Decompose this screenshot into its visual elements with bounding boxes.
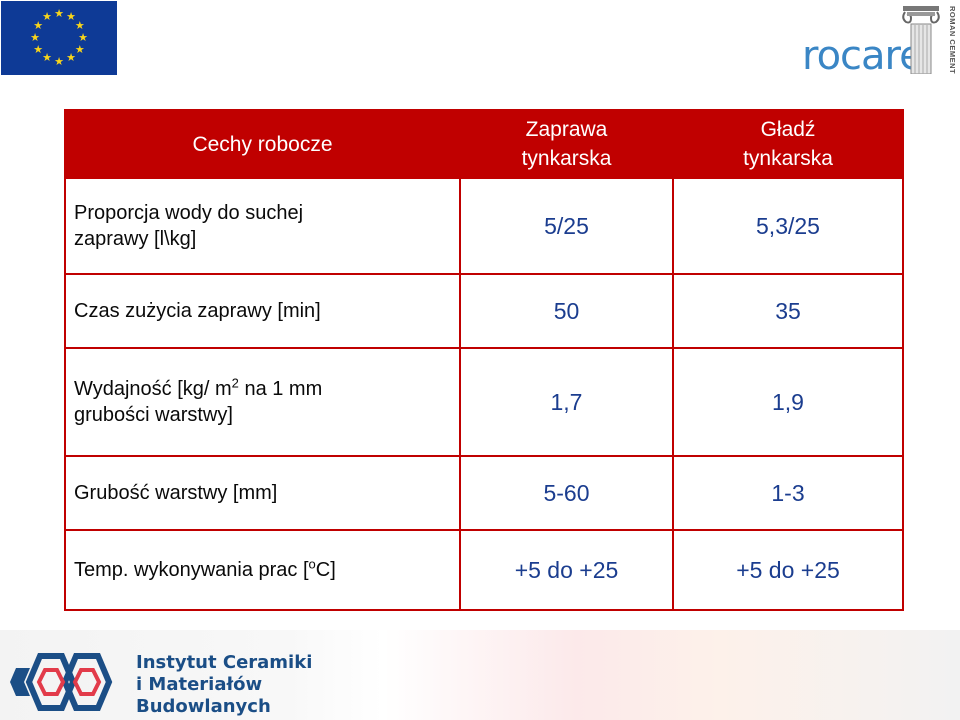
table-header-row: Cechy robocze Zaprawa tynkarska Gładź ty…: [64, 109, 904, 179]
eu-star-icon: ★: [30, 31, 40, 44]
cell-value: 5/25: [459, 177, 674, 275]
header-col2-line1: Gładź: [760, 118, 816, 141]
row-label-line: grubości warstwy]: [74, 404, 233, 426]
eu-star-icon: ★: [78, 31, 88, 44]
row-label: Wydajność [kg/ m2 na 1 mm grubości warst…: [64, 347, 461, 457]
table-row: Temp. wykonywania prac [oC] +5 do +25 +5…: [64, 529, 904, 611]
footer-band: [0, 630, 960, 720]
eu-star-icon: ★: [33, 43, 44, 56]
header-col2-line2: tynkarska: [743, 147, 833, 170]
cell-value: +5 do +25: [459, 529, 674, 611]
eu-star-icon: ★: [74, 43, 85, 56]
institute-name-line: i Materiałów: [136, 674, 263, 695]
header-col1: Zaprawa tynkarska: [459, 109, 674, 179]
cell-value: 35: [672, 273, 904, 349]
eu-star-icon: ★: [33, 19, 44, 32]
row-label: Temp. wykonywania prac [oC]: [64, 529, 461, 611]
eu-star-icon: ★: [66, 52, 76, 65]
cell-value: 50: [459, 273, 674, 349]
row-label-part: Temp. wykonywania prac [: [74, 559, 309, 581]
row-label-sup: 2: [231, 375, 239, 391]
cell-value: 1,7: [459, 347, 674, 457]
row-label: Czas zużycia zaprawy [min]: [64, 273, 461, 349]
column-capital-icon: [902, 6, 940, 74]
table-row: Grubość warstwy [mm] 5-60 1-3: [64, 455, 904, 531]
institute-logo-icon: [10, 653, 113, 711]
row-label: Grubość warstwy [mm]: [64, 455, 461, 531]
row-label: Proporcja wody do suchej zaprawy [l\kg]: [64, 177, 461, 275]
eu-star-icon: ★: [54, 7, 64, 20]
header-features: Cechy robocze: [64, 109, 461, 179]
eu-star-icon: ★: [66, 10, 76, 23]
rocare-subtitle: ROMAN CEMENT: [948, 6, 957, 75]
eu-star-icon: ★: [54, 55, 64, 68]
row-label-part: na 1 mm: [238, 378, 323, 400]
eu-star-icon: ★: [74, 19, 85, 32]
row-label-sup: o: [308, 556, 316, 572]
cell-value: 5,3/25: [672, 177, 904, 275]
row-label-part: Wydajność [kg/ m: [74, 378, 232, 400]
eu-flag-logo: ★ ★ ★ ★ ★ ★ ★ ★ ★ ★ ★ ★: [1, 1, 117, 75]
institute-name-line: Budowlanych: [136, 696, 271, 717]
row-label-line: zaprawy [l\kg]: [74, 228, 197, 250]
row-label-part: C]: [315, 559, 336, 581]
table-row: Proporcja wody do suchej zaprawy [l\kg] …: [64, 177, 904, 275]
header-col2: Gładź tynkarska: [672, 109, 904, 179]
eu-star-icon: ★: [42, 10, 52, 23]
institute-name: Instytut Ceramiki i Materiałów Budowlany…: [136, 652, 312, 718]
cell-value: 1,9: [672, 347, 904, 457]
cell-value: 5-60: [459, 455, 674, 531]
table-row: Wydajność [kg/ m2 na 1 mm grubości warst…: [64, 347, 904, 457]
row-label-line: Proporcja wody do suchej: [74, 202, 304, 224]
cell-value: +5 do +25: [672, 529, 904, 611]
header-features-label: Cechy robocze: [192, 132, 333, 156]
table-row: Czas zużycia zaprawy [min] 50 35: [64, 273, 904, 349]
properties-table: Cechy robocze Zaprawa tynkarska Gładź ty…: [64, 109, 904, 611]
rocare-wordmark: rocare: [802, 33, 924, 79]
rocare-logo: rocare ROMAN CEMENT: [800, 4, 960, 76]
cell-value: 1-3: [672, 455, 904, 531]
row-label-line: Wydajność [kg/ m2 na 1 mm: [74, 376, 459, 402]
header-col1-line2: tynkarska: [521, 147, 612, 170]
header-col1-line1: Zaprawa: [525, 118, 608, 141]
eu-star-icon: ★: [42, 52, 52, 65]
institute-name-line: Instytut Ceramiki: [136, 652, 313, 673]
